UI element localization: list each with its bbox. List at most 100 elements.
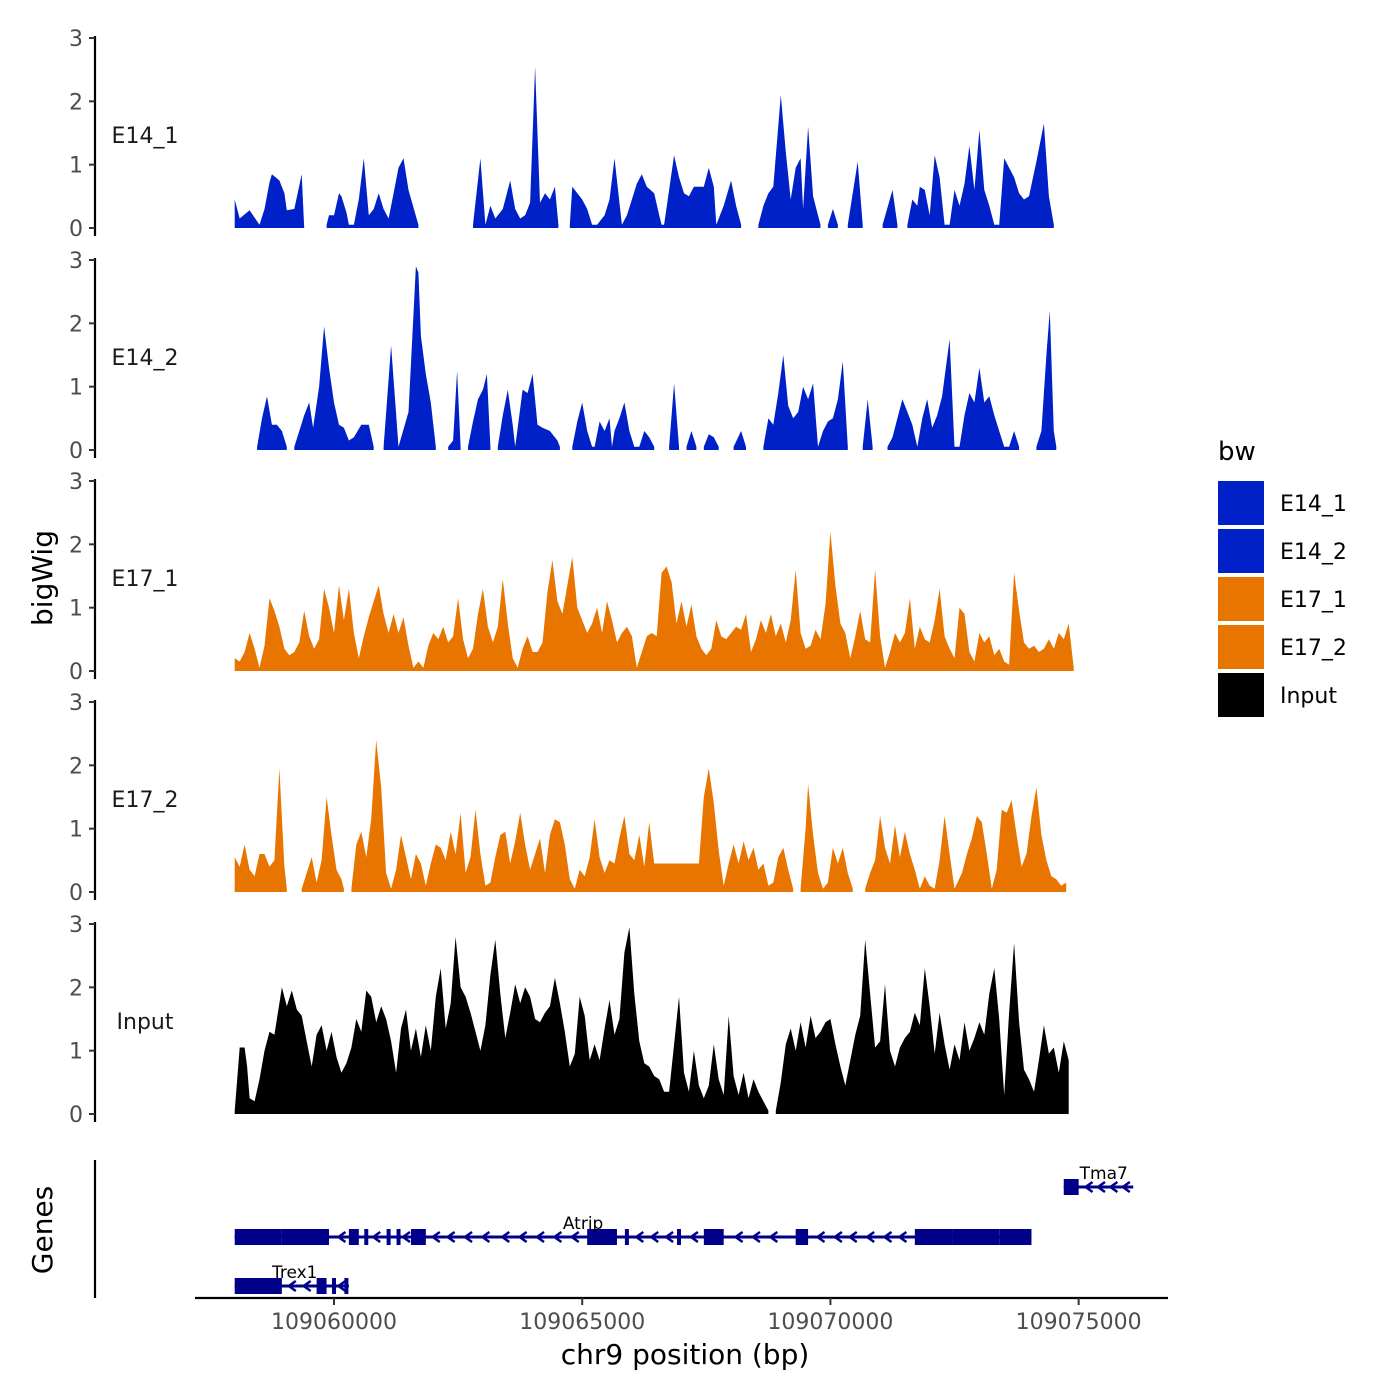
legend-swatch-input xyxy=(1218,673,1264,717)
y-tick-label: 0 xyxy=(69,660,83,685)
x-axis-title: chr9 position (bp) xyxy=(561,1338,810,1371)
area-e17-2 xyxy=(234,768,287,892)
legend-label-input: Input xyxy=(1280,684,1337,709)
track-e14-1: 0 1 2 3 E14_1 xyxy=(69,27,1054,242)
gene-exon xyxy=(999,1229,1032,1245)
gene-exon xyxy=(348,1229,359,1245)
strand-arrow xyxy=(847,1230,858,1244)
strand-arrow xyxy=(864,1230,875,1244)
gene-exon xyxy=(281,1229,330,1245)
legend-label-e14-2: E14_2 xyxy=(1280,540,1347,565)
y-tick-label: 2 xyxy=(69,976,83,1001)
y-axis-title: bigWig xyxy=(26,530,59,626)
area-e14-1 xyxy=(827,209,838,228)
area-e14-1 xyxy=(758,95,821,228)
y-tick-label: 1 xyxy=(69,376,83,401)
area-e14-2 xyxy=(862,399,873,450)
area-e14-2 xyxy=(294,326,374,450)
area-e14-2 xyxy=(887,339,1020,450)
legend-title: bw xyxy=(1218,437,1256,467)
strand-arrow xyxy=(569,1230,580,1244)
strand-arrow xyxy=(301,1279,312,1293)
y-tick-label: 2 xyxy=(69,533,83,558)
legend-swatch-e17-1 xyxy=(1218,577,1264,621)
gene-exon xyxy=(234,1229,282,1245)
area-e14-1 xyxy=(326,158,419,228)
strand-arrow xyxy=(750,1230,761,1244)
strand-arrow xyxy=(371,1230,381,1244)
track-input: 0 1 2 3 Input xyxy=(69,913,1069,1128)
gene-label: Tma7 xyxy=(1079,1164,1128,1184)
gene-tma7: Tma7 xyxy=(1063,1164,1134,1195)
gene-exon xyxy=(1063,1179,1079,1195)
strand-arrow xyxy=(882,1230,893,1244)
legend-label-e14-1: E14_1 xyxy=(1280,492,1347,517)
strand-arrow xyxy=(336,1279,347,1293)
strand-arrow xyxy=(733,1230,744,1244)
strand-arrow xyxy=(1095,1180,1106,1194)
legend-swatch-e14-2 xyxy=(1218,529,1264,573)
strand-arrow xyxy=(430,1230,441,1244)
gene-exon xyxy=(316,1278,327,1294)
legend-label-e17-1: E17_1 xyxy=(1280,588,1347,613)
gene-trex1: Trex1 xyxy=(234,1263,349,1294)
x-tick-label: 109075000 xyxy=(1016,1310,1142,1335)
area-e14-2 xyxy=(686,431,697,450)
y-tick-label: 3 xyxy=(69,913,83,938)
strand-arrow xyxy=(534,1230,545,1244)
y-tick-label: 3 xyxy=(69,27,83,52)
gene-exon xyxy=(587,1229,617,1245)
y-tick-label: 3 xyxy=(69,249,83,274)
area-e14-1 xyxy=(907,123,1054,228)
y-tick-label: 3 xyxy=(69,691,83,716)
gene-exon xyxy=(795,1229,809,1245)
gene-exon xyxy=(952,1229,1000,1245)
track-e17-2: 0 1 2 3 E17_2 xyxy=(69,691,1067,906)
gene-small-exon xyxy=(332,1278,336,1294)
strand-arrow xyxy=(649,1230,659,1244)
gene-small-exon xyxy=(344,1278,349,1294)
area-e14-2 xyxy=(257,396,287,450)
strand-arrow xyxy=(552,1230,563,1244)
strand-arrow xyxy=(1108,1180,1119,1194)
y-tick-label: 0 xyxy=(69,1103,83,1128)
y-tick-label: 1 xyxy=(69,597,83,622)
track-label: E17_1 xyxy=(112,567,179,592)
area-e14-2 xyxy=(448,370,461,450)
area-e14-1 xyxy=(847,161,863,228)
strand-arrow xyxy=(634,1230,645,1244)
strand-arrow xyxy=(517,1230,528,1244)
strand-arrow xyxy=(897,1230,908,1244)
area-e14-1 xyxy=(569,155,742,228)
area-e14-1 xyxy=(882,190,898,228)
track-label: E17_2 xyxy=(112,788,179,813)
legend-label-e17-2: E17_2 xyxy=(1280,636,1347,661)
area-e17-2 xyxy=(351,740,794,892)
x-axis: 109060000 109065000 109070000 109075000 xyxy=(195,1296,1168,1335)
strand-arrow xyxy=(688,1230,699,1244)
area-e17-2 xyxy=(301,797,344,892)
area-e17-2 xyxy=(865,787,1067,892)
x-tick-label: 109065000 xyxy=(519,1310,645,1335)
strand-arrow xyxy=(400,1230,411,1244)
gene-atrip: Atrip xyxy=(234,1214,1032,1245)
track-label: E14_1 xyxy=(112,124,179,149)
genes-axis-title: Genes xyxy=(26,1186,59,1274)
track-label: E14_2 xyxy=(112,346,179,371)
track-e14-2: 0 1 2 3 E14_2 xyxy=(69,249,1057,464)
gene-exon xyxy=(703,1229,724,1245)
gene-small-exon xyxy=(386,1229,391,1245)
area-e14-2 xyxy=(703,434,719,450)
strand-arrow xyxy=(445,1230,456,1244)
area-e17-2 xyxy=(800,784,853,892)
track-label: Input xyxy=(117,1010,174,1035)
area-e14-2 xyxy=(572,402,655,450)
gene-small-exon xyxy=(677,1229,682,1245)
area-input xyxy=(775,939,1069,1114)
y-tick-label: 0 xyxy=(69,881,83,906)
y-tick-label: 3 xyxy=(69,470,83,495)
area-e14-1 xyxy=(234,174,305,228)
gene-small-exon xyxy=(624,1229,629,1245)
y-tick-label: 0 xyxy=(69,217,83,242)
